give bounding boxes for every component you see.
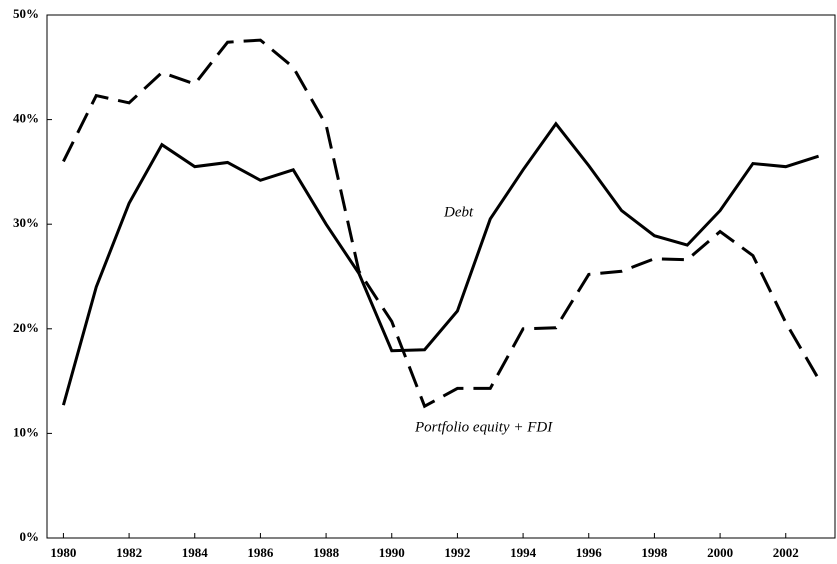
x-tick-label: 1986 — [247, 545, 274, 560]
y-tick-label: 50% — [13, 6, 39, 21]
x-tick-label: 1988 — [313, 545, 340, 560]
x-tick-label: 1980 — [50, 545, 76, 560]
series-label: Portfolio equity + FDI — [414, 419, 553, 435]
series-line — [61, 121, 820, 406]
x-tick-label: 2002 — [773, 545, 799, 560]
x-tick-label: 2000 — [707, 545, 733, 560]
plot-frame — [46, 14, 836, 539]
y-tick-label: 0% — [20, 529, 40, 544]
x-tick-label: 1992 — [444, 545, 470, 560]
y-tick-label: 40% — [13, 111, 39, 126]
series-line — [62, 38, 820, 409]
x-tick-label: 1994 — [510, 545, 537, 560]
x-tick-label: 1998 — [641, 545, 668, 560]
x-tick-label: 1990 — [379, 545, 405, 560]
x-tick-label: 1996 — [576, 545, 603, 560]
x-tick-label: 1984 — [182, 545, 209, 560]
series-label: Debt — [443, 204, 474, 220]
y-tick-label: 10% — [13, 424, 39, 439]
x-tick-label: 1982 — [116, 545, 142, 560]
y-tick-label: 20% — [13, 320, 39, 335]
y-tick-label: 30% — [13, 215, 39, 230]
